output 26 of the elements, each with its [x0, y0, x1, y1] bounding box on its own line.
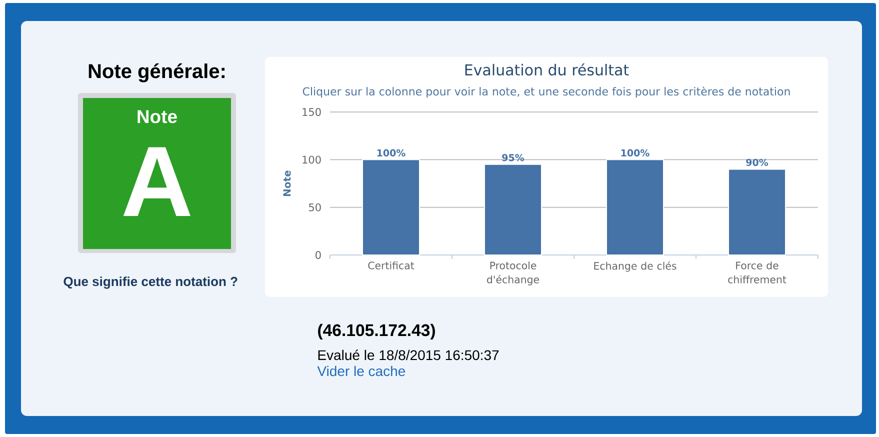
bar [484, 164, 542, 256]
data-label: 100% [377, 149, 406, 156]
text: Evalué le 18/8/2015 16:50:37 [318, 350, 499, 360]
x-tick-label: Protocole d'échange [487, 261, 540, 286]
y-tick-label: 100 [302, 156, 321, 164]
chart-title: Evaluation du résultat [465, 63, 629, 76]
y-tick-label: 150 [302, 108, 321, 116]
text: Vider le cache [317, 366, 406, 376]
y-tick-label: 0 [316, 251, 321, 259]
bar [728, 168, 786, 256]
data-label: 100% [621, 149, 650, 156]
data-label: 95% [502, 154, 524, 162]
x-tick-label: Certificat [368, 261, 414, 270]
chart-subtitle: Cliquer sur la colonne pour voir la note, et une seconde fois pour les critères de notation [302, 86, 790, 98]
bar [606, 159, 664, 256]
x-tick-label: Force de chiffrement [728, 261, 786, 284]
y-axis-title: Note [283, 170, 291, 196]
text: A [123, 147, 190, 216]
bar [362, 159, 420, 256]
y-tick-label: 50 [309, 203, 321, 212]
text: Note générale: [88, 63, 225, 82]
text: Note [138, 110, 177, 124]
text: Que signifie cette notation ? [64, 276, 238, 289]
data-label: 90% [746, 158, 768, 166]
x-tick-label: Echange de clés [594, 261, 676, 272]
text: (46.105.172.43) [318, 324, 435, 340]
